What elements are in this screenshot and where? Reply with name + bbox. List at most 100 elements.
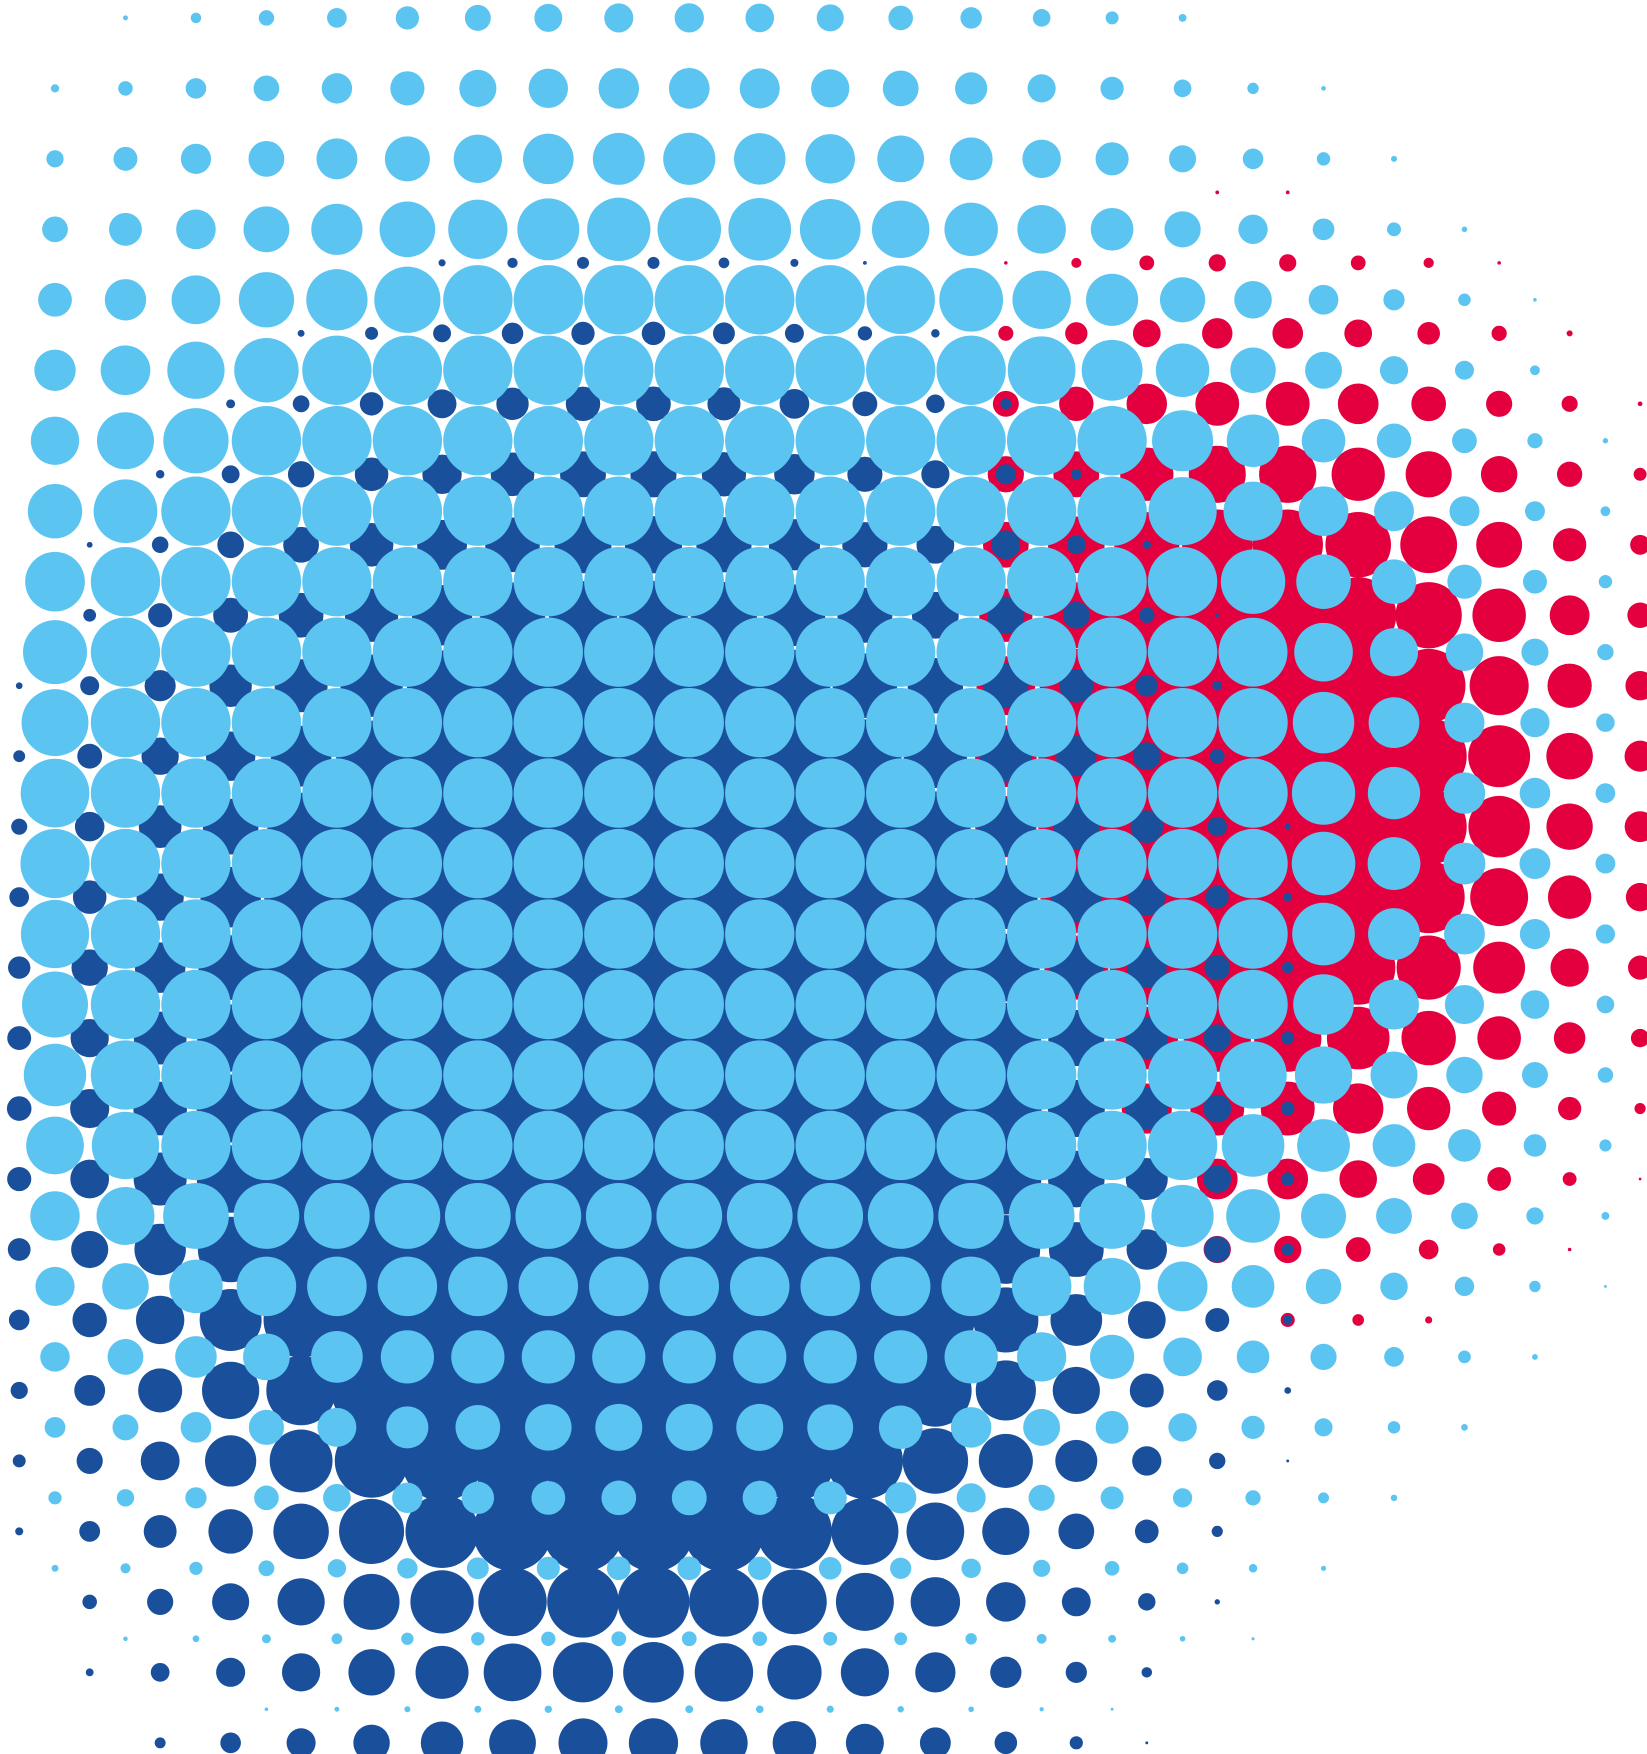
light-blue-dot — [112, 1414, 139, 1441]
light-blue-dot — [90, 758, 161, 828]
red-dot — [1487, 1167, 1512, 1191]
red-dot — [1333, 1083, 1384, 1134]
light-blue-dot — [48, 1491, 62, 1505]
light-blue-dot — [665, 1403, 713, 1451]
light-blue-dot — [231, 406, 302, 476]
dark-blue-dot — [135, 1295, 185, 1345]
light-blue-dot — [35, 1266, 75, 1306]
dark-blue-dot — [916, 525, 955, 564]
dark-blue-dot — [565, 386, 601, 422]
dark-blue-dot — [975, 1360, 1036, 1421]
dark-blue-dot — [292, 395, 310, 413]
light-blue-dot — [866, 828, 936, 899]
light-blue-dot — [1033, 1559, 1051, 1577]
light-blue-dot — [681, 1631, 697, 1647]
light-blue-dot — [1379, 356, 1409, 385]
light-blue-dot — [46, 150, 64, 168]
light-blue-dot — [243, 1333, 290, 1381]
light-blue-dot — [949, 137, 993, 181]
light-blue-dot — [372, 899, 443, 969]
light-blue-dot — [677, 1556, 702, 1581]
light-blue-dot — [936, 969, 1006, 1040]
light-blue-dot — [795, 406, 865, 476]
dark-blue-dot — [1135, 674, 1158, 697]
light-blue-dot — [233, 1183, 300, 1249]
light-blue-dot — [939, 267, 1004, 332]
light-blue-dot — [302, 828, 372, 899]
light-blue-dot — [1223, 481, 1283, 541]
light-blue-dot — [544, 1705, 553, 1713]
light-blue-dot — [1147, 617, 1218, 687]
light-blue-dot — [90, 969, 161, 1040]
light-blue-dot — [725, 1040, 795, 1110]
dark-blue-dot — [70, 1159, 110, 1199]
light-blue-dot — [866, 969, 936, 1040]
light-blue-dot — [654, 1110, 724, 1181]
dark-blue-dot — [1206, 1380, 1228, 1401]
light-blue-dot — [811, 69, 850, 108]
light-blue-dot — [513, 617, 583, 687]
red-dot — [1071, 257, 1082, 268]
light-blue-dot — [654, 617, 724, 687]
dark-blue-dot — [208, 1509, 253, 1554]
light-blue-dot — [321, 73, 353, 104]
light-blue-dot — [161, 1110, 231, 1181]
light-blue-dot — [589, 1256, 649, 1317]
light-blue-dot — [1461, 1424, 1468, 1431]
light-blue-dot — [1027, 74, 1056, 103]
light-blue-dot — [1168, 1413, 1197, 1442]
light-blue-dot — [161, 758, 231, 828]
light-blue-dot — [1597, 1067, 1614, 1083]
light-blue-dot — [302, 547, 372, 617]
light-blue-dot — [513, 828, 583, 899]
light-blue-dot — [30, 416, 80, 465]
light-blue-dot — [22, 971, 89, 1038]
light-blue-dot — [21, 689, 89, 757]
light-blue-dot — [443, 828, 513, 899]
light-blue-dot — [1017, 205, 1066, 254]
light-blue-dot — [1532, 1353, 1538, 1360]
light-blue-dot — [1458, 1350, 1471, 1364]
dark-blue-dot — [140, 1441, 180, 1481]
light-blue-dot — [1221, 1114, 1285, 1177]
dark-blue-dot — [1284, 823, 1291, 830]
light-blue-dot — [161, 969, 231, 1040]
red-dot — [1549, 595, 1590, 636]
light-blue-dot — [725, 406, 795, 476]
light-blue-dot — [372, 617, 443, 687]
light-blue-dot — [231, 828, 302, 899]
light-blue-dot — [894, 1632, 908, 1646]
light-blue-dot — [1527, 433, 1543, 449]
light-blue-dot — [120, 1563, 131, 1574]
red-dot — [1556, 461, 1583, 487]
light-blue-dot — [1095, 142, 1129, 176]
dark-blue-dot — [150, 1662, 170, 1682]
light-blue-dot — [1218, 617, 1288, 687]
light-blue-dot — [123, 15, 128, 21]
light-blue-dot — [1519, 777, 1551, 809]
dark-blue-dot — [1215, 613, 1220, 618]
light-blue-dot — [248, 1409, 284, 1445]
light-blue-dot — [866, 547, 936, 617]
light-blue-dot — [584, 476, 654, 546]
light-blue-dot — [795, 617, 865, 687]
dark-blue-dot — [15, 1527, 24, 1536]
light-blue-dot — [231, 687, 302, 758]
light-blue-dot — [100, 345, 151, 396]
light-blue-dot — [725, 828, 795, 899]
dark-blue-dot — [902, 1428, 969, 1494]
dark-blue-dot — [613, 1491, 694, 1572]
light-blue-dot — [536, 1556, 560, 1580]
light-blue-dot — [654, 828, 724, 899]
dark-blue-dot — [990, 1656, 1022, 1689]
light-blue-dot — [1598, 574, 1613, 589]
light-blue-dot — [1006, 969, 1077, 1040]
light-blue-dot — [725, 476, 795, 546]
dark-blue-dot — [147, 1588, 174, 1615]
dark-blue-dot — [1141, 1667, 1153, 1678]
light-blue-dot — [800, 1256, 860, 1317]
red-dot — [1350, 255, 1366, 271]
light-blue-dot — [443, 335, 513, 405]
dark-blue-dot — [987, 596, 1025, 634]
